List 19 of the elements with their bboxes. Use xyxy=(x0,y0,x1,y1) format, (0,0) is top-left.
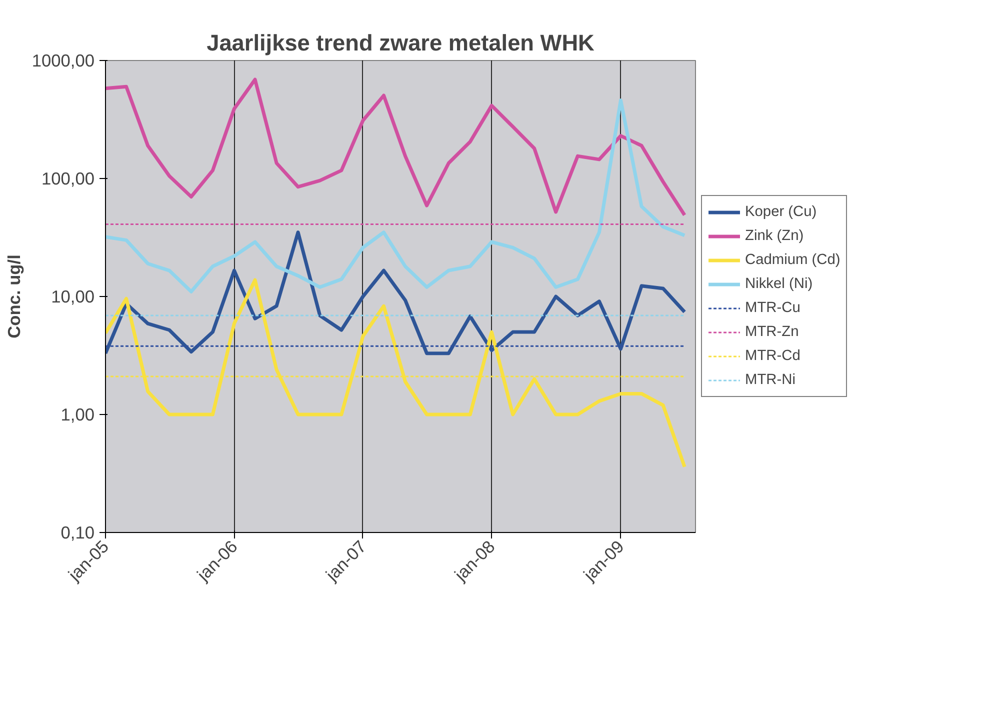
y-tick-label: 1000,00 xyxy=(32,50,95,70)
line-series xyxy=(106,278,686,469)
legend-label: Cadmium (Cd) xyxy=(745,252,840,268)
legend-label: Zink (Zn) xyxy=(745,228,804,244)
y-axis-title: Conc. ug/l xyxy=(4,254,24,338)
legend-label: MTR-Zn xyxy=(745,324,799,340)
line-series xyxy=(106,98,686,294)
line-series xyxy=(106,230,686,356)
y-tick-label: 1,00 xyxy=(60,404,95,424)
y-tick-label: 10,00 xyxy=(51,286,95,306)
y-tick-label: 0,10 xyxy=(60,522,95,542)
legend-label: MTR-Ni xyxy=(745,372,796,388)
line-series xyxy=(106,78,686,217)
y-tick-label: 100,00 xyxy=(42,168,94,188)
legend-label: Nikkel (Ni) xyxy=(745,276,813,292)
legend-label: MTR-Cu xyxy=(745,300,800,316)
legend-label: MTR-Cd xyxy=(745,348,800,364)
legend-label: Koper (Cu) xyxy=(745,204,817,220)
chart-title: Jaarlijkse trend zware metalen WHK xyxy=(206,30,596,56)
